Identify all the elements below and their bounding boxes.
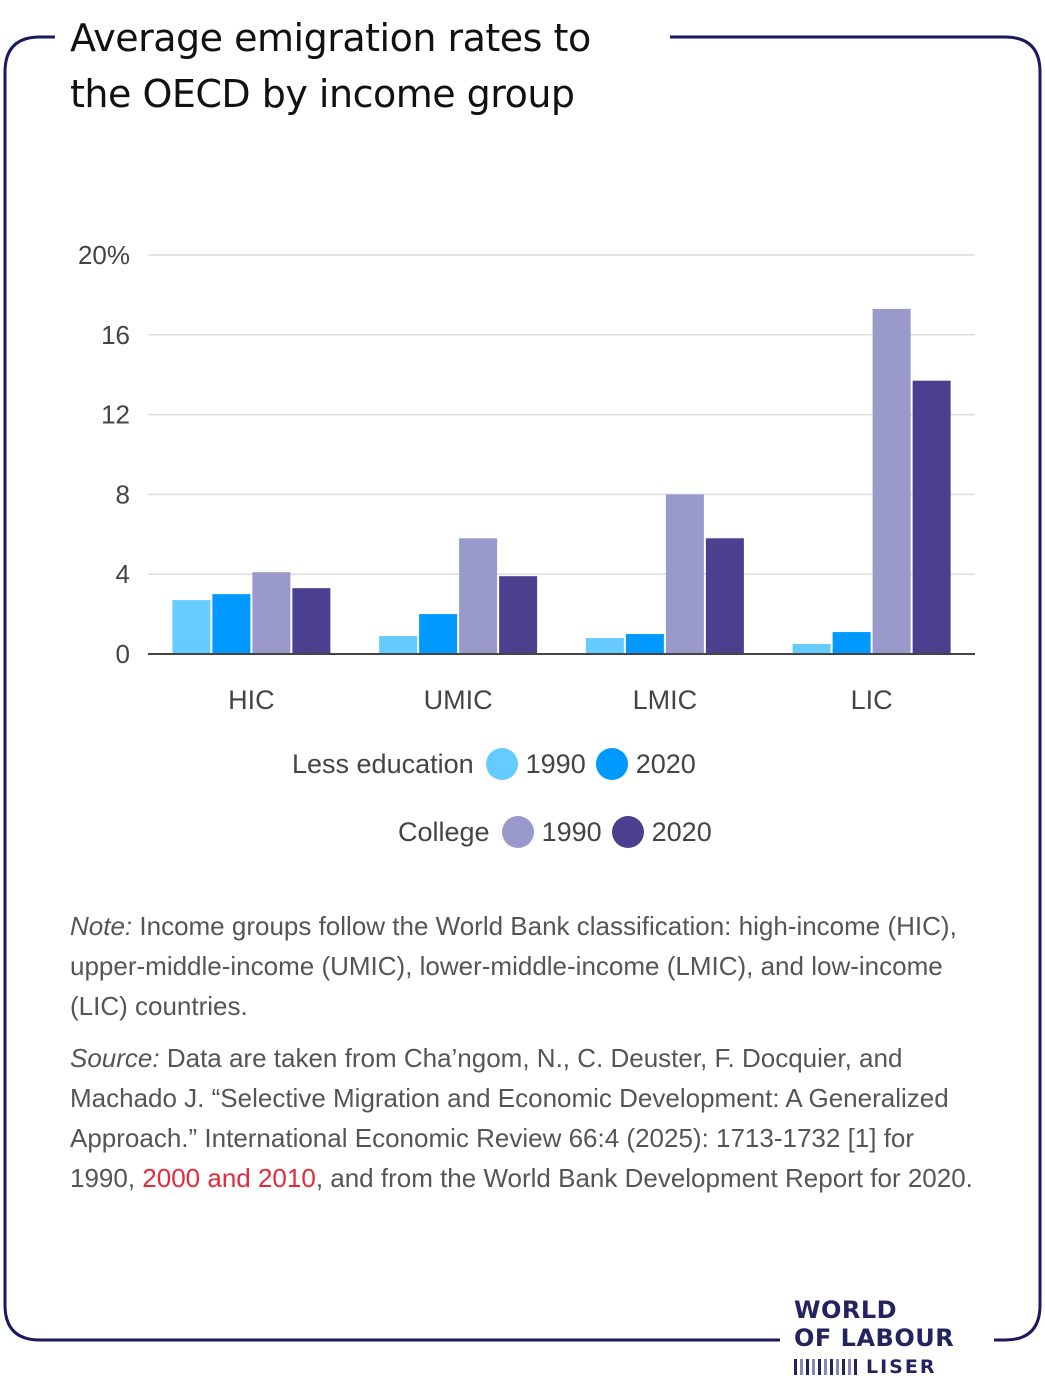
bar [212, 594, 251, 654]
logo-line-3: LISER [866, 1356, 937, 1378]
y-tick-label: 12 [101, 400, 130, 430]
bar [292, 588, 331, 654]
x-category-label: LIC [851, 685, 893, 715]
legend-dot-less-2020 [595, 748, 628, 780]
bar [792, 644, 831, 654]
bar [499, 576, 538, 654]
legend-college-1990-label: 1990 [541, 816, 602, 847]
bar [912, 380, 951, 654]
logo-line-2: OF LABOUR [794, 1324, 955, 1352]
x-category-label: LMIC [633, 685, 698, 715]
source-label: Source: [70, 1043, 160, 1073]
bar [832, 632, 871, 654]
legend-less-label: Less education [292, 748, 474, 779]
bar [459, 538, 498, 654]
chart-note: Note: Income groups follow the World Ban… [70, 906, 975, 1026]
source-text-1: Data are taken from Cha’ngom, N., C. Deu… [70, 1043, 949, 1193]
legend-college: College 1990 2020 [398, 814, 722, 850]
x-category-label: HIC [228, 685, 275, 715]
chart-title: Average emigration rates to the OECD by … [70, 10, 670, 122]
bar [172, 600, 211, 654]
legend-college-label: College [398, 816, 490, 847]
source-text-2: , and from the World Bank Development Re… [315, 1163, 973, 1193]
y-tick-label: 16 [101, 320, 130, 350]
legend-less-1990-label: 1990 [525, 748, 586, 779]
y-tick-label: 20% [78, 240, 130, 270]
y-tick-label: 8 [116, 479, 130, 509]
bar [379, 636, 418, 654]
bar [252, 572, 291, 654]
note-text: Income groups follow the World Bank clas… [70, 911, 957, 1021]
y-tick-label: 4 [116, 559, 130, 589]
x-category-label: UMIC [424, 685, 493, 715]
bar [665, 494, 704, 654]
legend-college-2020-label: 2020 [651, 816, 712, 847]
bar [625, 634, 664, 654]
legend-less-2020-label: 2020 [635, 748, 696, 779]
title-line-2: the OECD by income group [70, 72, 575, 116]
bar [585, 638, 624, 654]
legend-dot-college-2020 [611, 816, 644, 848]
bar [419, 614, 458, 654]
legend-dot-college-1990 [501, 816, 534, 848]
legend-less-education: Less education 1990 2020 [292, 746, 706, 782]
legend-dot-less-1990 [485, 748, 518, 780]
y-tick-label: 0 [116, 639, 130, 669]
bar [705, 538, 744, 654]
note-label: Note: [70, 911, 133, 941]
source-link[interactable]: 2000 and 2010 [142, 1163, 316, 1193]
chart-source: Source: Data are taken from Cha’ngom, N.… [70, 1038, 975, 1198]
bar-chart: 0 4 8 12 16 20% HIC UMIC LMIC LIC [78, 240, 975, 715]
title-line-1: Average emigration rates to [70, 16, 591, 60]
logo-line-1: WORLD [794, 1296, 898, 1324]
bar [872, 308, 911, 654]
world-of-labour-logo: WORLD OF LABOUR LISER [790, 1296, 994, 1382]
logo-liser: LISER [794, 1352, 994, 1382]
